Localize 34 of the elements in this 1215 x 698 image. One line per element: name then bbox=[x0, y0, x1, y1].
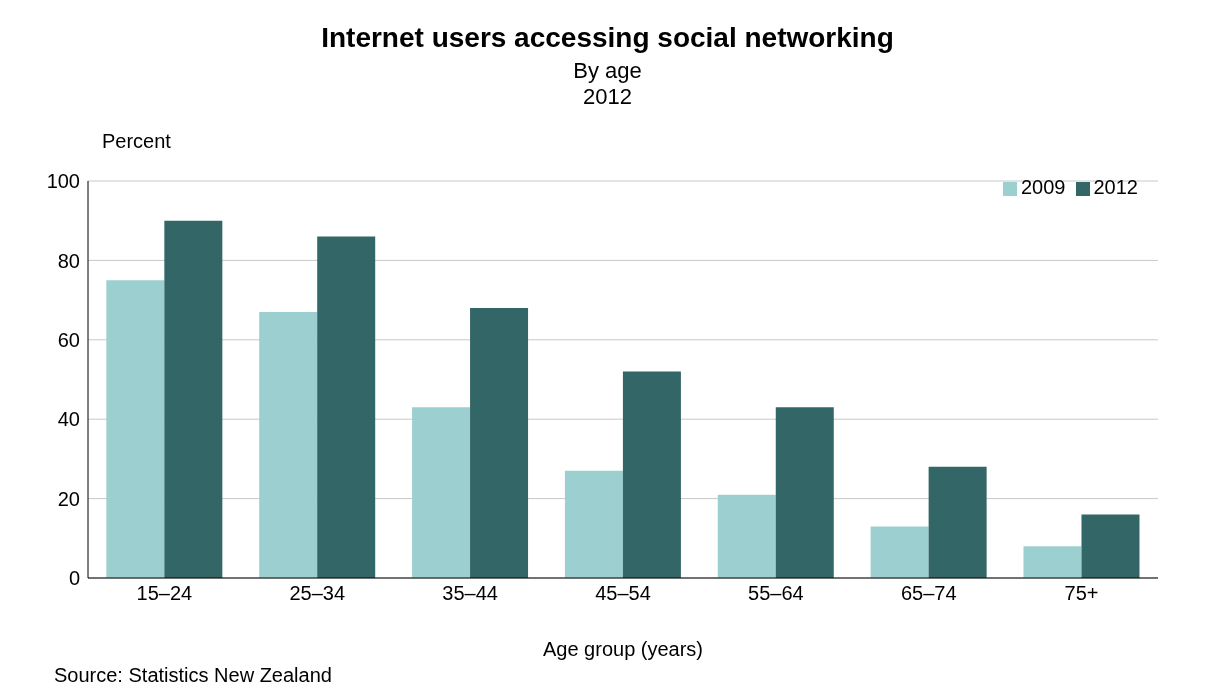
x-tick-label: 35–44 bbox=[442, 582, 498, 605]
x-tick-label: 65–74 bbox=[900, 582, 957, 605]
x-tick-label: 55–64 bbox=[748, 582, 804, 605]
bar bbox=[870, 526, 929, 578]
bar bbox=[164, 220, 223, 578]
bar bbox=[622, 371, 681, 578]
legend-label: 2012 bbox=[1093, 176, 1138, 198]
source-note: Source: Statistics New Zealand bbox=[54, 664, 332, 687]
bar bbox=[317, 236, 376, 578]
bar bbox=[928, 466, 987, 578]
chart-subtitle: By age 2012 bbox=[572, 58, 643, 110]
x-tick-label: 75+ bbox=[1064, 582, 1099, 605]
bar bbox=[259, 312, 318, 578]
bar bbox=[412, 407, 471, 578]
bar bbox=[775, 407, 834, 578]
legend-label: 2009 bbox=[1021, 176, 1066, 198]
bar bbox=[717, 494, 776, 578]
x-axis-title: Age group (years) bbox=[541, 638, 705, 661]
bar bbox=[470, 308, 529, 578]
chart-title: Internet users accessing social networking bbox=[320, 22, 895, 54]
y-axis-title: Percent bbox=[102, 130, 171, 153]
y-tick-label: 40 bbox=[57, 408, 80, 431]
y-tick-label: 0 bbox=[68, 567, 80, 590]
bar bbox=[1023, 546, 1082, 578]
bar bbox=[564, 470, 623, 578]
y-tick-label: 80 bbox=[57, 249, 80, 272]
x-tick-label: 25–34 bbox=[289, 582, 346, 605]
y-tick-label: 20 bbox=[57, 487, 80, 510]
bar bbox=[1081, 514, 1140, 578]
y-tick-label: 60 bbox=[57, 328, 80, 351]
bar bbox=[106, 280, 165, 578]
x-tick-label: 45–54 bbox=[595, 582, 651, 605]
y-tick-label: 100 bbox=[46, 170, 80, 193]
x-tick-label: 15–24 bbox=[136, 582, 193, 605]
